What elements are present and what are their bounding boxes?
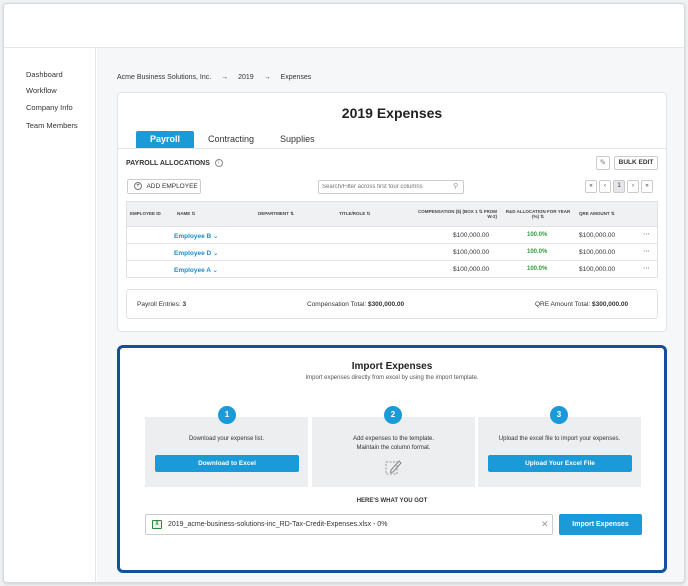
step-2-card: Add expenses to the template. Maintain t… <box>312 417 475 487</box>
comp-total-label: Compensation Total: <box>307 301 367 308</box>
breadcrumb: Acme Business Solutions, Inc. → 2019 → E… <box>117 74 319 81</box>
qre-value: $100,000.00 <box>579 266 616 273</box>
page-title: 2019 Expenses <box>341 105 443 121</box>
pagination: « ‹ 1 › » <box>583 180 653 193</box>
col-rd-allocation[interactable]: R&D ALLOCATION FOR YEAR (%) ⇅ <box>505 209 571 219</box>
tab-contracting[interactable]: Contracting <box>208 134 255 144</box>
qre-value: $100,000.00 <box>579 232 616 239</box>
step-2-line-2: Maintain the column format. <box>356 445 431 451</box>
top-bar <box>4 4 684 48</box>
search-icon: ⚲ <box>453 183 459 190</box>
sidebar-item-team-members[interactable]: Team Members <box>26 121 78 130</box>
payroll-allocations-title: PAYROLL ALLOCATIONS i <box>126 159 223 167</box>
step-2-number: 2 <box>384 406 402 424</box>
col-qre-amount[interactable]: QRE AMOUNT ⇅ <box>579 211 615 216</box>
tab-divider <box>118 148 666 149</box>
first-page-button[interactable]: « <box>585 180 597 193</box>
last-page-button[interactable]: » <box>641 180 653 193</box>
add-employee-button[interactable]: + ADD EMPLOYEE <box>127 179 201 194</box>
compensation-value: $100,000.00 <box>453 266 490 273</box>
payroll-summary: Payroll Entries: 3 Compensation Total: $… <box>126 289 658 319</box>
app-window: Dashboard Workflow Company Info Team Mem… <box>3 3 685 583</box>
sidebar-item-workflow[interactable]: Workflow <box>26 86 57 95</box>
more-icon[interactable]: ⋯ <box>643 248 650 255</box>
allocation-value: 100.0% <box>527 249 548 255</box>
step-1-number: 1 <box>218 406 236 424</box>
prev-page-button[interactable]: ‹ <box>599 180 611 193</box>
breadcrumb-arrow-icon: → <box>263 74 271 81</box>
main-content: Acme Business Solutions, Inc. → 2019 → E… <box>97 48 684 582</box>
qre-total-label: QRE Amount Total: <box>535 301 591 308</box>
col-department[interactable]: DEPARTMENT ⇅ <box>258 211 294 216</box>
step-1-text: Download your expense list. <box>188 436 265 442</box>
bulk-edit-button[interactable]: BULK EDIT <box>614 156 658 170</box>
qre-value: $100,000.00 <box>579 249 616 256</box>
add-employee-label: ADD EMPLOYEE <box>146 183 198 190</box>
step-2-line-1: Add expenses to the template. <box>352 436 435 442</box>
more-icon[interactable]: ⋯ <box>643 265 650 272</box>
qre-total-value: $300,000.00 <box>591 301 629 308</box>
employee-name[interactable]: Employee D ⌄ <box>174 250 219 257</box>
download-to-excel-button[interactable]: Download to Excel <box>155 455 299 472</box>
breadcrumb-company[interactable]: Acme Business Solutions, Inc. <box>117 74 212 81</box>
tab-supplies[interactable]: Supplies <box>280 134 315 144</box>
employee-name[interactable]: Employee A ⌄ <box>174 267 218 274</box>
tab-payroll[interactable]: Payroll <box>136 131 195 148</box>
upload-excel-button[interactable]: Upload Your Excel File <box>488 455 632 472</box>
expenses-panel: 2019 Expenses Payroll Contracting Suppli… <box>117 92 667 332</box>
compensation-value: $100,000.00 <box>453 232 490 239</box>
excel-file-icon: X <box>152 520 162 529</box>
import-expenses-panel: Import Expenses Import expenses directly… <box>117 345 667 573</box>
entries-value: 3 <box>182 301 187 308</box>
step-3-number: 3 <box>550 406 568 424</box>
allocation-value: 100.0% <box>527 232 548 238</box>
template-edit-icon <box>385 460 402 475</box>
heres-what-you-got-label: HERE'S WHAT YOU GOT <box>356 498 428 504</box>
table-row: Employee D ⌄ $100,000.00 100.0% $100,000… <box>126 244 658 261</box>
next-page-button[interactable]: › <box>627 180 639 193</box>
current-page[interactable]: 1 <box>613 180 625 193</box>
section-title-label: PAYROLL ALLOCATIONS <box>126 159 210 167</box>
breadcrumb-arrow-icon: → <box>221 74 229 81</box>
payroll-entries: Payroll Entries: 3 <box>137 301 186 308</box>
pencil-icon[interactable]: ✎ <box>596 156 610 170</box>
table-row: Employee A ⌄ $100,000.00 100.0% $100,000… <box>126 261 658 278</box>
col-title-role[interactable]: TITLE/ROLE ⇅ <box>339 211 371 216</box>
step-3-text: Upload the excel file to import your exp… <box>498 436 621 442</box>
compensation-total: Compensation Total: $300,000.00 <box>307 301 404 308</box>
uploaded-file-field: X 2019_acme-business-solutions-inc_RD-Ta… <box>145 514 553 535</box>
import-subtitle: Import expenses directly from excel by u… <box>305 375 479 381</box>
sidebar-item-dashboard[interactable]: Dashboard <box>26 70 63 79</box>
qre-total: QRE Amount Total: $300,000.00 <box>535 301 628 308</box>
allocation-value: 100.0% <box>527 266 548 272</box>
close-icon[interactable]: ✕ <box>541 519 549 529</box>
import-expenses-button[interactable]: Import Expenses <box>559 514 642 535</box>
sidebar-item-company-info[interactable]: Company Info <box>26 103 73 112</box>
import-title: Import Expenses <box>351 361 433 372</box>
file-name: 2019_acme-business-solutions-inc_RD-Tax-… <box>168 521 388 528</box>
breadcrumb-page: Expenses <box>280 74 312 81</box>
more-icon[interactable]: ⋯ <box>643 231 650 238</box>
step-1-card: Download your expense list. Download to … <box>145 417 308 487</box>
col-employee-id[interactable]: EMPLOYEE ID <box>130 211 161 216</box>
plus-circle-icon: + <box>134 182 142 191</box>
col-compensation[interactable]: COMPENSATION ($) (BOX 1 ⇅ FROM W-2) <box>418 209 497 219</box>
step-3-card: Upload the excel file to import your exp… <box>478 417 641 487</box>
sidebar: Dashboard Workflow Company Info Team Mem… <box>4 48 96 582</box>
expense-tabs: Payroll Contracting Supplies <box>136 131 329 148</box>
compensation-value: $100,000.00 <box>453 249 490 256</box>
comp-total-value: $300,000.00 <box>367 301 405 308</box>
entries-label: Payroll Entries: <box>137 301 181 308</box>
info-icon[interactable]: i <box>214 159 223 167</box>
payroll-table: EMPLOYEE ID NAME ⇅ DEPARTMENT ⇅ TITLE/RO… <box>126 201 658 278</box>
breadcrumb-year[interactable]: 2019 <box>238 74 254 81</box>
table-header: EMPLOYEE ID NAME ⇅ DEPARTMENT ⇅ TITLE/RO… <box>126 201 658 227</box>
table-row: Employee B ⌄ $100,000.00 100.0% $100,000… <box>126 227 658 244</box>
search-input[interactable] <box>318 180 464 194</box>
step-2-text: Add expenses to the template. Maintain t… <box>312 435 475 453</box>
employee-name[interactable]: Employee B ⌄ <box>174 233 219 240</box>
col-name[interactable]: NAME ⇅ <box>177 211 196 216</box>
